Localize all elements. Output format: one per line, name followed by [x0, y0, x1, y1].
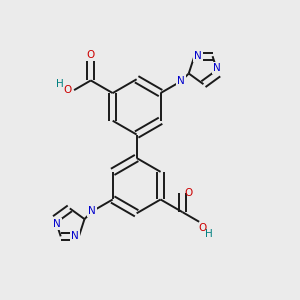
Text: N: N	[194, 51, 202, 61]
Text: H: H	[56, 79, 64, 89]
Text: O: O	[87, 50, 95, 60]
Text: N: N	[177, 76, 185, 86]
Text: N: N	[71, 231, 79, 242]
Text: N: N	[88, 206, 96, 216]
Text: O: O	[63, 85, 72, 95]
Text: O: O	[198, 223, 206, 233]
Text: O: O	[185, 188, 193, 198]
Text: N: N	[53, 219, 61, 230]
Text: H: H	[205, 229, 213, 239]
Text: N: N	[213, 63, 220, 73]
